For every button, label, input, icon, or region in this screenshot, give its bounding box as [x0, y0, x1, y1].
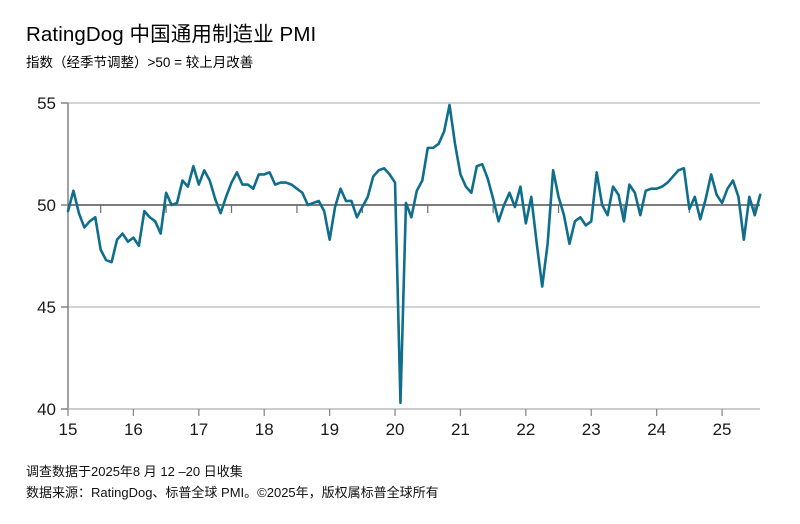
x-tick-label-21: 21 [451, 420, 470, 439]
chart-footer: 调查数据于2025年8 月 12 –20 日收集 数据来源：RatingDog、… [26, 461, 786, 503]
x-tick-label-24: 24 [647, 420, 666, 439]
y-tick-label-45: 45 [37, 298, 56, 317]
x-tick-label-18: 18 [255, 420, 274, 439]
footer-source-copyright: 数据来源：RatingDog、标普全球 PMI。©2025年，版权属标普全球所有 [26, 485, 439, 500]
x-tick-label-23: 23 [582, 420, 601, 439]
chart-subtitle: 指数（经季节调整）>50 = 较上月改善 [26, 55, 254, 70]
x-tick-label-16: 16 [124, 420, 143, 439]
x-tick-label-20: 20 [386, 420, 405, 439]
x-tick-label-22: 22 [516, 420, 535, 439]
chart-header: RatingDog 中国通用制造业 PMI 指数（经季节调整）>50 = 较上月… [26, 22, 776, 73]
x-tick-label-15: 15 [59, 420, 78, 439]
x-axis-tick-labels: 15 16 17 18 19 20 21 22 23 24 25 [59, 420, 732, 439]
y-tick-label-50: 50 [37, 196, 56, 215]
page-title: RatingDog 中国通用制造业 PMI [26, 23, 317, 46]
x-tick-label-19: 19 [320, 420, 339, 439]
footer-survey-dates: 调查数据于2025年8 月 12 –20 日收集 [26, 464, 243, 479]
y-tick-label-55: 55 [37, 94, 56, 113]
x-tick-label-17: 17 [189, 420, 208, 439]
series-line-0 [66, 103, 762, 405]
series-line-group [66, 103, 762, 405]
ticks-group [61, 102, 723, 416]
y-axis-tick-labels: 40 45 50 55 [37, 94, 56, 419]
gridlines-group [68, 102, 760, 410]
x-tick-label-25: 25 [713, 420, 732, 439]
y-tick-label-40: 40 [37, 400, 56, 419]
reference-line-50 [68, 204, 760, 213]
axes-group [67, 103, 760, 410]
